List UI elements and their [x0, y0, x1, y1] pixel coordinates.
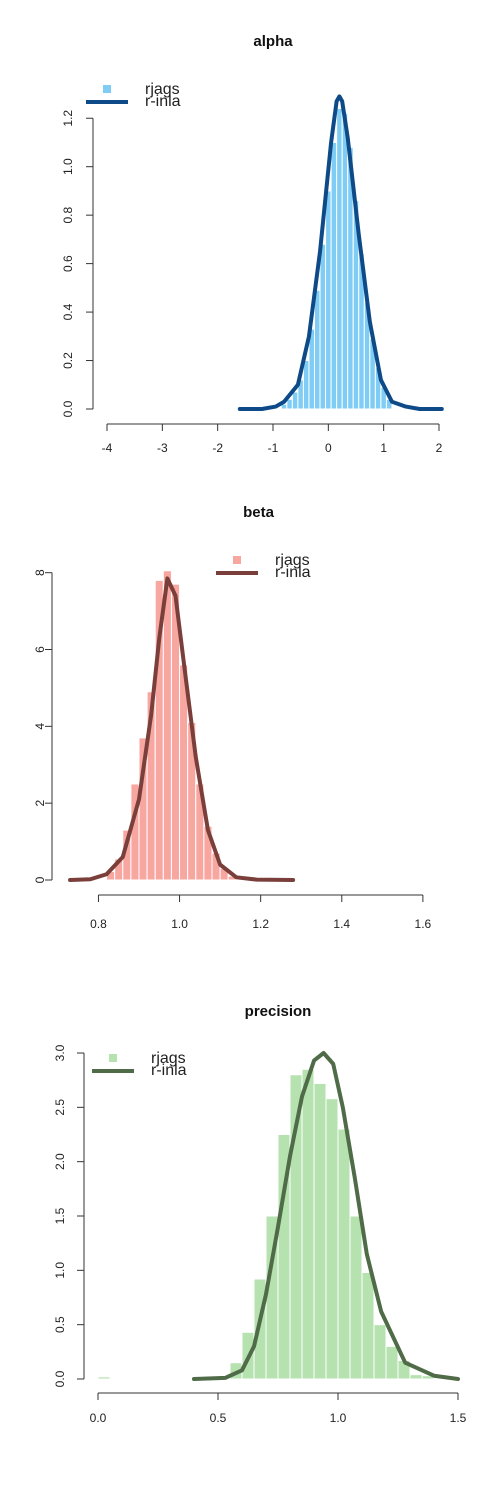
- histogram-bar: [362, 1273, 374, 1379]
- histogram-bar: [342, 113, 348, 409]
- y-tick-label: 1.5: [53, 1207, 67, 1224]
- y-tick-label: 0.2: [61, 352, 75, 369]
- histogram-bar: [163, 571, 171, 880]
- legend-swatch-rjags: [233, 556, 241, 564]
- y-tick-label: 3.0: [53, 1044, 67, 1061]
- chart-panel-precision: precision 0.0 0.5 1.0 1.5 0.0 0.5 1.0 1.5 2.0 2.5 3…: [53, 1003, 467, 1425]
- histogram-bar: [315, 290, 321, 409]
- histogram-bar: [320, 244, 326, 409]
- legend-swatch-rjags: [103, 85, 111, 93]
- x-tick-label: -4: [102, 441, 113, 455]
- histogram-bar: [386, 1346, 398, 1379]
- y-tick-label: 0.0: [53, 1370, 67, 1387]
- histogram-bar: [326, 1099, 338, 1379]
- chart-panel-alpha: alpha -4 -3 -2 -1 0 1 2 0.0 0.2 0.4 0.6 0.8 1.0 1.2 rja…: [61, 33, 443, 455]
- x-tick-label: 1.6: [415, 917, 432, 931]
- x-tick-label: 0.8: [90, 917, 107, 931]
- histogram-bar: [303, 361, 309, 409]
- legend-label-r-inla: r-inla: [275, 564, 311, 581]
- histogram-bar: [326, 191, 332, 409]
- x-tick-label: -2: [212, 441, 223, 455]
- histogram-bar: [98, 1377, 110, 1379]
- y-tick-label: 2: [33, 800, 47, 807]
- histogram-bar: [314, 1083, 326, 1379]
- chart-title: alpha: [253, 33, 293, 50]
- y-tick-label: 1.2: [61, 110, 75, 127]
- x-tick-label: -1: [268, 441, 279, 455]
- histogram-bar: [338, 1129, 350, 1379]
- y-tick-label: 0.0: [61, 400, 75, 417]
- legend-swatch-rjags: [109, 1054, 117, 1062]
- x-tick-label: 0: [325, 441, 332, 455]
- histogram-bar: [374, 1325, 386, 1379]
- y-tick-label: 0.6: [61, 255, 75, 272]
- x-tick-label: 1.0: [171, 917, 188, 931]
- x-tick-label: 0.0: [90, 1411, 107, 1425]
- y-tick-label: 2.0: [53, 1153, 67, 1170]
- y-tick-label: 1.0: [61, 158, 75, 175]
- y-tick-label: 8: [33, 569, 47, 576]
- y-tick-label: 4: [33, 723, 47, 730]
- histogram-bar: [350, 1216, 362, 1379]
- legend-label-r-inla: r-inla: [145, 93, 181, 110]
- x-tick-label: 1: [380, 441, 387, 455]
- y-tick-label: 0.8: [61, 206, 75, 223]
- x-tick-label: 1.5: [450, 1411, 467, 1425]
- histogram-bar: [302, 1069, 314, 1379]
- x-tick-label: 1.0: [330, 1411, 347, 1425]
- x-tick-label: 0.5: [210, 1411, 227, 1425]
- x-tick-label: 1.4: [333, 917, 350, 931]
- histogram-bar: [410, 1375, 422, 1379]
- legend-label-r-inla: r-inla: [151, 1062, 187, 1079]
- y-tick-label: 0.5: [53, 1316, 67, 1333]
- histogram-bar: [287, 399, 293, 409]
- histogram-bar: [337, 109, 343, 409]
- x-tick-label: -3: [157, 441, 168, 455]
- histogram-bar: [331, 142, 337, 409]
- x-tick-label: 2: [436, 441, 443, 455]
- y-tick-label: 6: [33, 646, 47, 653]
- y-tick-label: 1.0: [53, 1262, 67, 1279]
- y-tick-label: 2.5: [53, 1099, 67, 1116]
- y-tick-label: 0.4: [61, 303, 75, 320]
- x-tick-label: 1.2: [252, 917, 269, 931]
- y-tick-label: 0: [33, 876, 47, 883]
- chart-title: precision: [245, 1003, 312, 1020]
- histogram-bar: [292, 392, 298, 409]
- chart-title: beta: [243, 504, 275, 521]
